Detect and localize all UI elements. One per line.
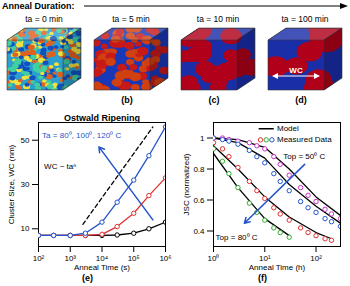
svg-text:0.8: 0.8 (193, 165, 205, 174)
svg-text:10²: 10² (310, 254, 322, 263)
html-text:(f): (f) (258, 273, 267, 283)
html-text:(e): (e) (82, 273, 93, 283)
svg-text:ta = 10 min: ta = 10 min (197, 14, 240, 24)
svg-text:10: 10 (21, 224, 30, 233)
svg-text:WC ~ taⁿ: WC ~ taⁿ (44, 162, 76, 171)
svg-text:10⁶: 10⁶ (159, 254, 171, 263)
svg-text:10³: 10³ (64, 254, 76, 264)
svg-text:0.4: 0.4 (193, 227, 205, 236)
svg-text:10⁴: 10⁴ (95, 254, 109, 264)
svg-text:ta = 5 min: ta = 5 min (112, 14, 150, 24)
svg-text:(a): (a) (35, 95, 46, 105)
svg-text:1: 1 (200, 134, 205, 143)
svg-text:Cluster Size, WC (nm): Cluster Size, WC (nm) (7, 144, 16, 224)
svg-text:JSC (normalized): JSC (normalized) (182, 153, 191, 215)
svg-text:0.6: 0.6 (193, 196, 205, 205)
svg-text:WC: WC (289, 66, 303, 75)
svg-text:Ta = 80⁰, 100⁰, 120⁰ C: Ta = 80⁰, 100⁰, 120⁰ C (42, 131, 121, 140)
svg-text:(b): (b) (121, 95, 133, 105)
svg-text:Top = 80⁰ C: Top = 80⁰ C (216, 233, 258, 242)
svg-text:Anneal Duration:: Anneal Duration: (2, 1, 75, 11)
svg-text:Measured Data: Measured Data (277, 135, 332, 144)
svg-text:Anneal Time (s): Anneal Time (s) (74, 263, 130, 272)
svg-text:ta = 0 min: ta = 0 min (25, 14, 63, 24)
svg-text:10⁵: 10⁵ (127, 254, 140, 264)
svg-text:10²: 10² (33, 254, 45, 263)
svg-text:(c): (c) (209, 95, 220, 105)
svg-text:(d): (d) (295, 95, 307, 105)
svg-text:ta = 100 min: ta = 100 min (281, 14, 328, 24)
svg-text:Ostwald Ripening: Ostwald Ripening (64, 113, 140, 123)
svg-text:10⁰: 10⁰ (208, 254, 220, 263)
svg-text:Anneal Time (h): Anneal Time (h) (249, 263, 306, 272)
svg-text:10¹: 10¹ (259, 254, 271, 264)
svg-text:Top = 50⁰ C: Top = 50⁰ C (283, 152, 325, 161)
svg-text:30: 30 (21, 180, 30, 189)
svg-text:Model: Model (277, 124, 299, 133)
svg-text:50: 50 (21, 136, 30, 145)
